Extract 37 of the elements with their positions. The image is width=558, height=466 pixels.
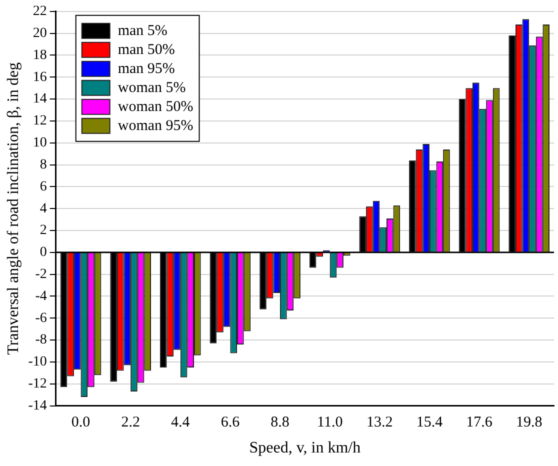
x-tick-label: 0.0 (71, 414, 90, 431)
y-tick-label: -8 (35, 332, 47, 348)
y-tick-label: 2 (40, 223, 47, 238)
y-axis-title: Tranversal angle of road inclination, β, in deg (4, 62, 22, 355)
y-tick-label: 18 (32, 48, 47, 63)
y-tick-label: -10 (28, 354, 47, 370)
y-tick-label: -4 (35, 288, 47, 304)
y-tick-label: -2 (35, 267, 47, 282)
legend-label: man 50% (118, 42, 175, 58)
x-axis-title: Speed, v, in km/h (249, 440, 361, 457)
y-tick-label: 0 (40, 245, 47, 260)
y-tick-label: 12 (32, 114, 47, 129)
x-tick-label: 2.2 (121, 414, 140, 431)
y-tick-label: 10 (32, 136, 47, 151)
y-tick-label: -14 (28, 398, 47, 414)
y-tick-label: 6 (40, 179, 47, 194)
x-tick-label: 19.8 (516, 414, 542, 431)
legend-label: man 95% (118, 60, 175, 77)
y-tick-label: 20 (32, 26, 47, 41)
y-tick-label: -12 (28, 376, 47, 392)
legend-label: woman 50% (118, 98, 194, 115)
y-tick-label: 8 (40, 157, 47, 172)
y-tick-label: 14 (32, 92, 47, 107)
legend-label: woman 95% (118, 118, 194, 134)
y-tick-label: -6 (35, 310, 47, 326)
x-tick-label: 6.6 (220, 414, 240, 431)
x-tick-label: 13.2 (366, 414, 393, 431)
y-tick-label: 4 (40, 201, 47, 216)
x-tick-label: 4.4 (171, 414, 190, 431)
x-tick-label: 8.8 (270, 414, 290, 431)
y-tick-label: 22 (32, 4, 47, 20)
x-tick-label: 17.6 (466, 414, 493, 431)
x-tick-label: 11.0 (316, 414, 343, 431)
x-tick-label: 15.4 (416, 414, 444, 431)
legend-label: woman 5% (118, 80, 186, 96)
legend-label: man 5% (118, 22, 168, 39)
y-tick-label: 16 (32, 70, 47, 85)
